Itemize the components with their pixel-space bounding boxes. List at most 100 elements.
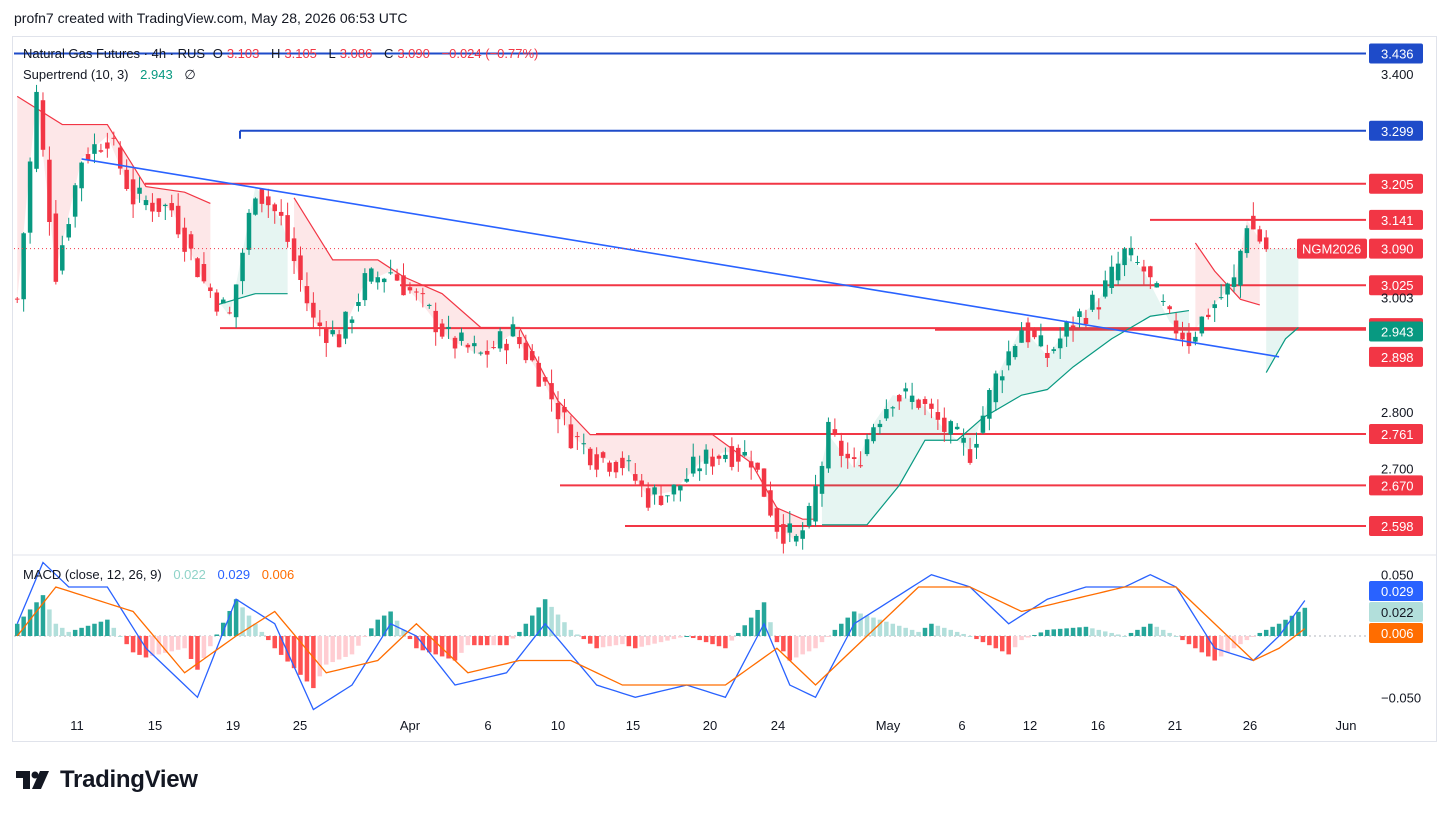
supertrend-label[interactable]: Supertrend (10, 3)	[23, 67, 129, 82]
candle-body	[1199, 316, 1205, 334]
price-label-text: 2.761	[1381, 427, 1414, 442]
candle-body	[1045, 352, 1050, 358]
macd-histogram-bar	[291, 636, 297, 669]
candle-body	[761, 468, 767, 497]
price-label-box	[1369, 275, 1423, 296]
candle-body	[723, 454, 728, 459]
candle-body	[703, 449, 709, 464]
macd-histogram-bar	[716, 636, 722, 647]
macd-histogram-bar	[671, 636, 677, 640]
macd-histogram-bar	[1025, 636, 1031, 638]
price-label-box	[1369, 43, 1423, 64]
price-label-text: 3.141	[1381, 213, 1414, 228]
candle-body	[665, 495, 670, 497]
candle-body	[716, 455, 722, 459]
macd-histogram-bar	[587, 636, 593, 644]
macd-histogram-bar	[703, 636, 709, 643]
candle-body	[21, 233, 26, 300]
candle-body	[47, 159, 52, 223]
macd-histogram-bar	[748, 617, 754, 636]
macd-histogram-bar	[826, 636, 831, 637]
candle-body	[124, 169, 129, 189]
supertrend-value: 2.943	[140, 67, 173, 82]
candle-body	[1135, 262, 1140, 264]
candle-body	[407, 287, 413, 291]
candle-body	[542, 377, 548, 382]
candle-body	[182, 227, 187, 252]
macd-histogram-bar	[761, 602, 767, 636]
macd-histogram-bar	[1109, 632, 1114, 636]
candle-body	[414, 291, 419, 293]
macd-histogram-bar	[884, 621, 889, 636]
macd-histogram-bar	[1251, 636, 1256, 637]
macd-histogram-bar	[317, 636, 323, 677]
macd-y-tick-label: 0.050	[1381, 568, 1414, 583]
supertrend-line	[216, 293, 288, 306]
macd-histogram-bar	[626, 636, 632, 647]
macd-histogram-bar	[246, 615, 252, 636]
macd-histogram-bar	[961, 633, 966, 636]
macd-histogram-bar	[832, 629, 838, 636]
x-tick-label: 19	[226, 718, 240, 733]
macd-label[interactable]: MACD (close, 12, 26, 9)	[23, 567, 162, 582]
candle-body	[40, 100, 46, 150]
macd-histogram-bar	[1270, 626, 1275, 636]
change-value: −0.024 (−0.77%)	[441, 46, 539, 61]
macd-histogram-bar	[1180, 636, 1185, 641]
price-label-text: 3.025	[1381, 278, 1414, 293]
candle-body	[768, 490, 773, 516]
macd-histogram-bar	[1289, 615, 1295, 636]
ticker-tag-text: NGM2026	[1302, 242, 1361, 257]
candle-body	[1206, 314, 1211, 318]
candle-body	[774, 508, 780, 532]
candle-body	[285, 215, 290, 242]
price-label-box	[1369, 424, 1423, 445]
macd-histogram-bar	[1199, 636, 1205, 653]
macd-histogram-bar	[536, 607, 541, 636]
x-tick-label: 25	[293, 718, 307, 733]
candle-body	[266, 196, 271, 206]
macd-histogram-bar	[684, 636, 690, 637]
x-tick-label: 11	[70, 718, 84, 733]
candle-body	[922, 399, 928, 404]
macd-histogram-bar	[1135, 629, 1140, 636]
macd-histogram-bar	[600, 636, 606, 648]
candle-body	[420, 293, 426, 295]
candle-body	[1257, 229, 1263, 242]
macd-histogram-bar	[665, 636, 670, 641]
macd-histogram-bar	[613, 636, 619, 646]
candle-body	[1077, 311, 1082, 318]
macd-histogram-bar	[1115, 634, 1121, 636]
macd-histogram-bar	[690, 636, 696, 639]
close-value: 3.090	[397, 46, 430, 61]
candle-body	[935, 412, 941, 420]
candle-body	[14, 298, 20, 300]
macd-histogram-bar	[1077, 627, 1082, 636]
candle-body	[832, 429, 838, 434]
macd-line	[16, 561, 1306, 711]
symbol-name[interactable]: Natural Gas Futures · 4h · RUS	[23, 46, 206, 61]
candle-body	[1173, 320, 1179, 334]
candle-body	[826, 421, 831, 469]
ticker-tag-box	[1297, 238, 1367, 259]
macd-histogram-bar	[620, 636, 625, 645]
candle-body	[433, 310, 438, 333]
x-tick-label: 6	[484, 718, 491, 733]
price-label-box	[1369, 120, 1423, 141]
macd-histogram-bar	[877, 619, 883, 636]
candle-body	[53, 213, 59, 282]
macd-histogram-bar	[195, 636, 200, 670]
candle-body	[562, 406, 567, 413]
candle-body	[581, 443, 587, 445]
candle-body	[259, 188, 265, 204]
macd-histogram-bar	[439, 636, 445, 657]
candle-body	[839, 440, 844, 456]
high-label: H	[270, 46, 281, 61]
candle-body	[510, 324, 516, 337]
tradingview-logo[interactable]: TradingView	[16, 766, 198, 794]
supertrend-fill	[17, 96, 211, 300]
macd-histogram-bar	[736, 632, 741, 636]
candle-body	[130, 179, 136, 205]
candle-body	[484, 350, 490, 355]
